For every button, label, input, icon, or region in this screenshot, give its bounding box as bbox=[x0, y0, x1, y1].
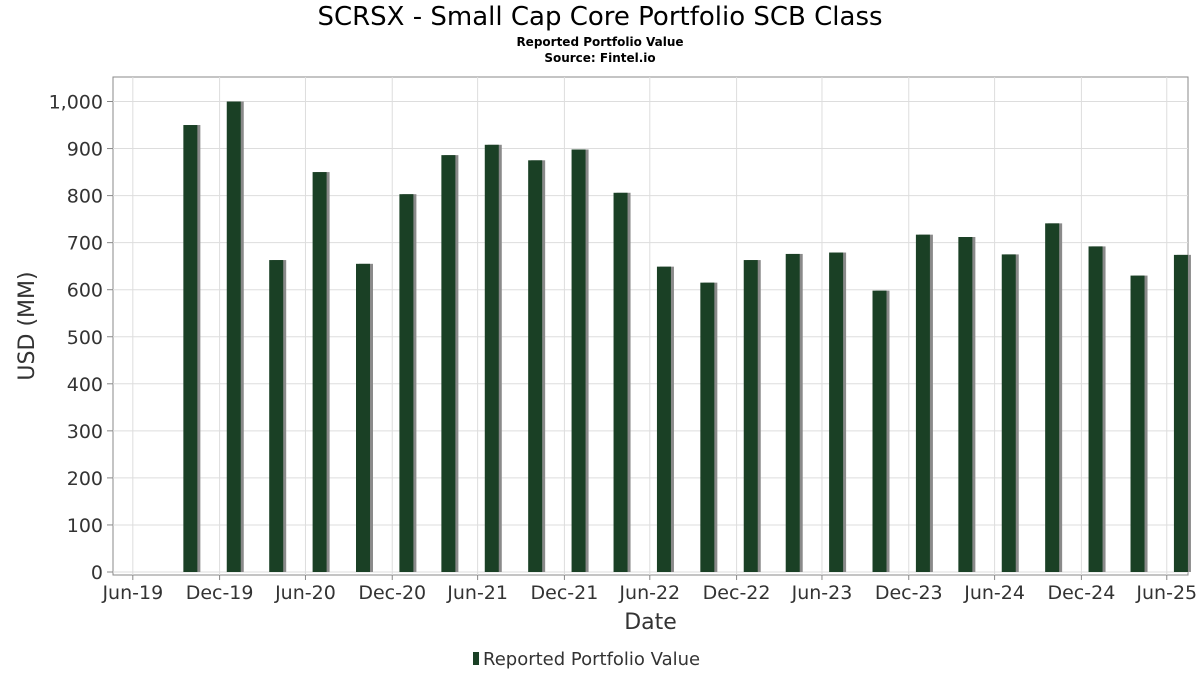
bar bbox=[1045, 223, 1060, 572]
bar bbox=[785, 253, 800, 572]
x-tick-label: Dec-23 bbox=[875, 582, 943, 604]
y-tick-label: 300 bbox=[67, 421, 103, 443]
chart-title: SCRSX - Small Cap Core Portfolio SCB Cla… bbox=[317, 2, 883, 32]
y-tick-label: 100 bbox=[67, 515, 103, 537]
x-tick-label: Jun-24 bbox=[963, 582, 1025, 604]
y-axis: 0 100 200 300 400 500 600 700 800 900 1,000 bbox=[49, 92, 113, 584]
y-tick-label: 900 bbox=[67, 139, 103, 161]
bar bbox=[915, 234, 930, 573]
bar bbox=[269, 260, 284, 572]
x-tick-label: Jun-23 bbox=[791, 582, 853, 604]
bar bbox=[571, 149, 586, 572]
bar bbox=[958, 237, 973, 572]
bar bbox=[1088, 246, 1103, 572]
bar bbox=[183, 125, 198, 573]
bar bbox=[399, 194, 414, 572]
legend-label: Reported Portfolio Value bbox=[483, 649, 700, 670]
y-tick-label: 0 bbox=[91, 562, 103, 584]
bar bbox=[484, 144, 499, 572]
y-tick-label: 600 bbox=[67, 280, 103, 302]
bar bbox=[1001, 254, 1016, 572]
x-tick-label: Jun-20 bbox=[274, 582, 336, 604]
y-tick-label: 800 bbox=[67, 186, 103, 208]
y-tick-label: 400 bbox=[67, 374, 103, 396]
bar bbox=[613, 192, 628, 573]
x-tick-label: Jun-21 bbox=[446, 582, 508, 604]
y-axis-title: USD (MM) bbox=[15, 271, 40, 380]
bars bbox=[183, 101, 1191, 573]
x-tick-label: Dec-24 bbox=[1047, 582, 1115, 604]
x-tick-label: Dec-21 bbox=[531, 582, 599, 604]
bar bbox=[656, 266, 671, 572]
x-tick-label: Dec-22 bbox=[703, 582, 771, 604]
bar bbox=[872, 290, 887, 572]
bar bbox=[356, 263, 370, 572]
y-tick-label: 700 bbox=[67, 233, 103, 255]
chart-source: Source: Fintel.io bbox=[544, 51, 656, 65]
bar bbox=[1130, 275, 1145, 572]
x-tick-label: Jun-22 bbox=[618, 582, 680, 604]
legend: Reported Portfolio Value bbox=[473, 649, 700, 670]
bar bbox=[743, 260, 758, 572]
chart-subtitle: Reported Portfolio Value bbox=[516, 35, 684, 49]
x-tick-label: Dec-19 bbox=[186, 582, 254, 604]
bar bbox=[226, 101, 241, 572]
bar bbox=[441, 155, 456, 572]
y-tick-label: 1,000 bbox=[49, 92, 103, 114]
x-tick-label: Dec-20 bbox=[358, 582, 426, 604]
x-axis-title: Date bbox=[624, 610, 677, 635]
bar bbox=[700, 282, 715, 572]
bar bbox=[528, 160, 543, 572]
x-tick-label: Jun-19 bbox=[101, 582, 163, 604]
bar bbox=[312, 172, 327, 572]
x-axis: Jun-19 Dec-19 Jun-20 Dec-20 Jun-21 Dec-21 Jun-… bbox=[101, 575, 1197, 604]
y-tick-label: 500 bbox=[67, 327, 103, 349]
y-tick-label: 200 bbox=[67, 468, 103, 490]
bar bbox=[1173, 254, 1188, 572]
x-tick-label: Jun-25 bbox=[1135, 582, 1197, 604]
legend-swatch bbox=[473, 652, 479, 665]
bar bbox=[829, 252, 844, 572]
